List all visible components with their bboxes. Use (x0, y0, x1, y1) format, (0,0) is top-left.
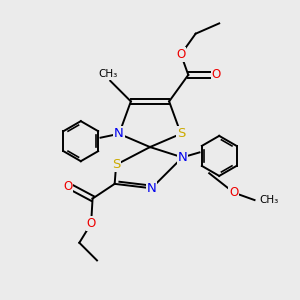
Text: N: N (178, 151, 187, 164)
Text: O: O (63, 180, 72, 193)
Text: S: S (112, 158, 120, 171)
Text: CH₃: CH₃ (98, 69, 118, 79)
Text: N: N (147, 182, 156, 195)
Text: S: S (177, 127, 185, 140)
Text: O: O (212, 68, 221, 81)
Text: O: O (176, 48, 185, 61)
Text: O: O (86, 217, 96, 230)
Text: O: O (229, 186, 239, 199)
Text: N: N (114, 127, 124, 140)
Text: CH₃: CH₃ (260, 195, 279, 205)
